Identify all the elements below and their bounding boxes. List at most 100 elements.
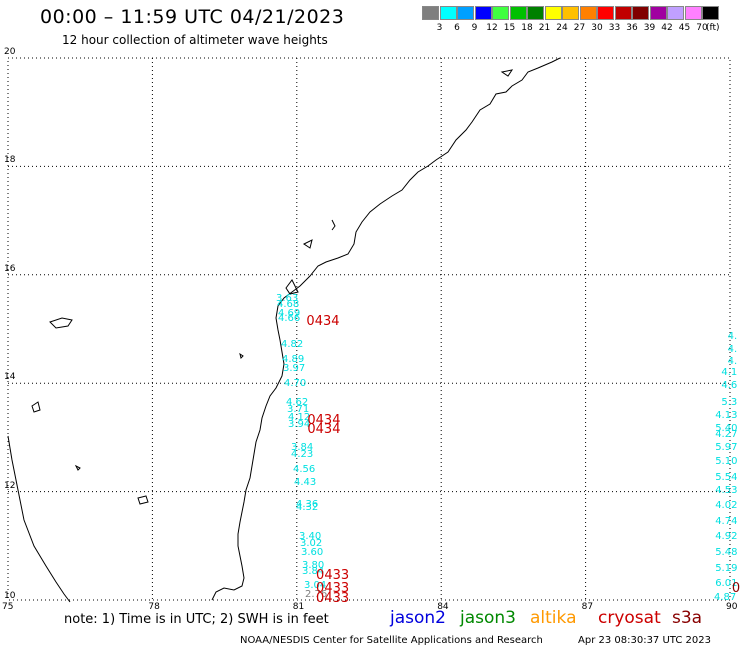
legend-label: 39 [643, 23, 656, 33]
map-title: 00:00 – 11:59 UTC 04/21/2023 [40, 6, 345, 28]
inland-lake-1 [49, 317, 73, 329]
latitude-tick-label: 14 [4, 372, 16, 383]
swh-reading: 4.53 [715, 484, 738, 496]
legend-label: 27 [573, 23, 586, 33]
longitude-tick-label: 78 [148, 602, 160, 612]
legend-swatch [684, 6, 702, 20]
inland-lake-4 [74, 464, 81, 471]
legend-label: 9 [471, 23, 478, 33]
swh-reading: 2.76 [305, 588, 328, 600]
satellite-altika: altika [530, 608, 577, 628]
swh-reading: 3.60 [301, 547, 324, 559]
legend-swatch [457, 6, 474, 20]
legend-swatch [667, 6, 684, 20]
longitude-tick-label: 90 [726, 602, 738, 612]
swh-reading: 5.3 [721, 396, 738, 408]
latitude-tick-label: 18 [4, 155, 16, 166]
swh-reading: 3.71 [287, 404, 310, 416]
satellite-jason2: jason2 [390, 608, 446, 628]
swh-reading: 4.82 [281, 339, 304, 351]
latitude-tick-label: 10 [4, 591, 16, 601]
satellite-s3a: s3a [672, 608, 703, 628]
swh-reading: 3.63 [276, 292, 299, 304]
legend-label: 36 [626, 23, 638, 33]
coastal-islet [331, 219, 336, 231]
inland-lake-5 [239, 352, 244, 359]
swh-reading: 4.69 [278, 307, 301, 319]
swh-reading: 4.70 [284, 378, 307, 390]
longitude-tick-label: 81 [292, 602, 305, 612]
legend-label: 70 [696, 23, 708, 33]
swh-reading: 4. [727, 343, 738, 355]
legend-swatch [649, 6, 667, 20]
swh-reading: 4.66 [278, 313, 301, 325]
pass-time-label: 0434 [307, 413, 341, 429]
swh-reading: 4.89 [282, 354, 305, 366]
swh-reading: 6.01 [715, 577, 738, 589]
legend-label: 33 [608, 23, 621, 33]
inland-lake-2 [31, 401, 41, 413]
wave-height-legend: (ft) 3 6 9 12 15 18 21 24 27 30 33 36 39 42 45 70 [422, 6, 728, 36]
swh-reading: 4.13 [715, 409, 738, 421]
swh-reading: 4.43 [294, 476, 317, 488]
swh-reading: 5.40 [715, 422, 738, 434]
swh-reading: 5.54 [715, 471, 738, 483]
swh-reading: 5.97 [715, 442, 738, 454]
swh-reading: 4.32 [296, 501, 319, 513]
satellite-cryosat: cryosat [598, 608, 661, 628]
swh-reading: 4.68 [277, 299, 300, 311]
west-coast-india [7, 435, 71, 603]
swh-reading: 4.56 [293, 463, 316, 475]
legend-swatch [632, 6, 649, 20]
swh-reading: 4.36 [296, 498, 319, 510]
footer-credit: NOAA/NESDIS Center for Satellite Applica… [240, 635, 543, 646]
swh-reading: 4.27 [715, 429, 738, 441]
latitude-tick-label: 16 [4, 263, 16, 274]
inland-lake-6 [500, 69, 514, 77]
swh-reading: 3.80 [302, 560, 325, 572]
swh-reading: 3.40 [299, 531, 322, 543]
graticule [7, 57, 731, 601]
legend-swatch [544, 6, 562, 20]
footer-timestamp: Apr 23 08:30:37 UTC 2023 [578, 635, 711, 646]
pass-time-label: 0434 [307, 421, 341, 437]
legend-swatch [422, 6, 439, 20]
legend-label: 18 [521, 23, 533, 33]
swh-reading: 3.84 [302, 565, 325, 577]
swh-reading: 5.48 [715, 547, 738, 559]
legend-unit: (ft) [706, 23, 720, 33]
latitude-tick-label: 20 [4, 47, 16, 57]
legend-label: 30 [591, 23, 603, 33]
pass-time-label: 0433 [316, 581, 350, 597]
longitude-tick-label: 84 [437, 602, 449, 612]
pass-time-label: 0433 [316, 568, 350, 584]
legend-label: 21 [538, 23, 551, 33]
map-subtitle: 12 hour collection of altimeter wave hei… [62, 33, 328, 47]
footer-note: note: 1) Time is in UTC; 2) SWH is in fe… [64, 612, 329, 627]
longitude-tick-label: 75 [2, 602, 14, 612]
legend-swatch [579, 6, 597, 20]
swh-reading: 3.94 [288, 419, 311, 431]
swh-reading: 3.02 [300, 537, 323, 549]
legend-swatch [597, 6, 614, 20]
legend-swatch [492, 6, 509, 20]
godavari-spit [285, 279, 299, 295]
legend-label: 45 [678, 23, 691, 33]
east-coast-india [211, 57, 561, 601]
swh-reading: 4.12 [288, 411, 311, 423]
legend-swatch [562, 6, 579, 20]
swh-reading: 3.04 [304, 579, 327, 591]
legend-swatch [614, 6, 632, 20]
legend-label: 42 [661, 23, 673, 33]
legend-label: 24 [556, 23, 568, 33]
swh-reading: 4.62 [286, 396, 309, 408]
pass-time-label: 0434 [306, 314, 340, 330]
swh-reading: 4.23 [291, 448, 314, 460]
legend-swatch [474, 6, 492, 20]
swh-reading: 3.84 [291, 442, 314, 454]
swh-reading: 4.1 [721, 367, 738, 379]
coastline [7, 57, 561, 603]
swh-reading: 4.74 [715, 515, 738, 527]
pass-time-label: 0433 [316, 590, 350, 606]
